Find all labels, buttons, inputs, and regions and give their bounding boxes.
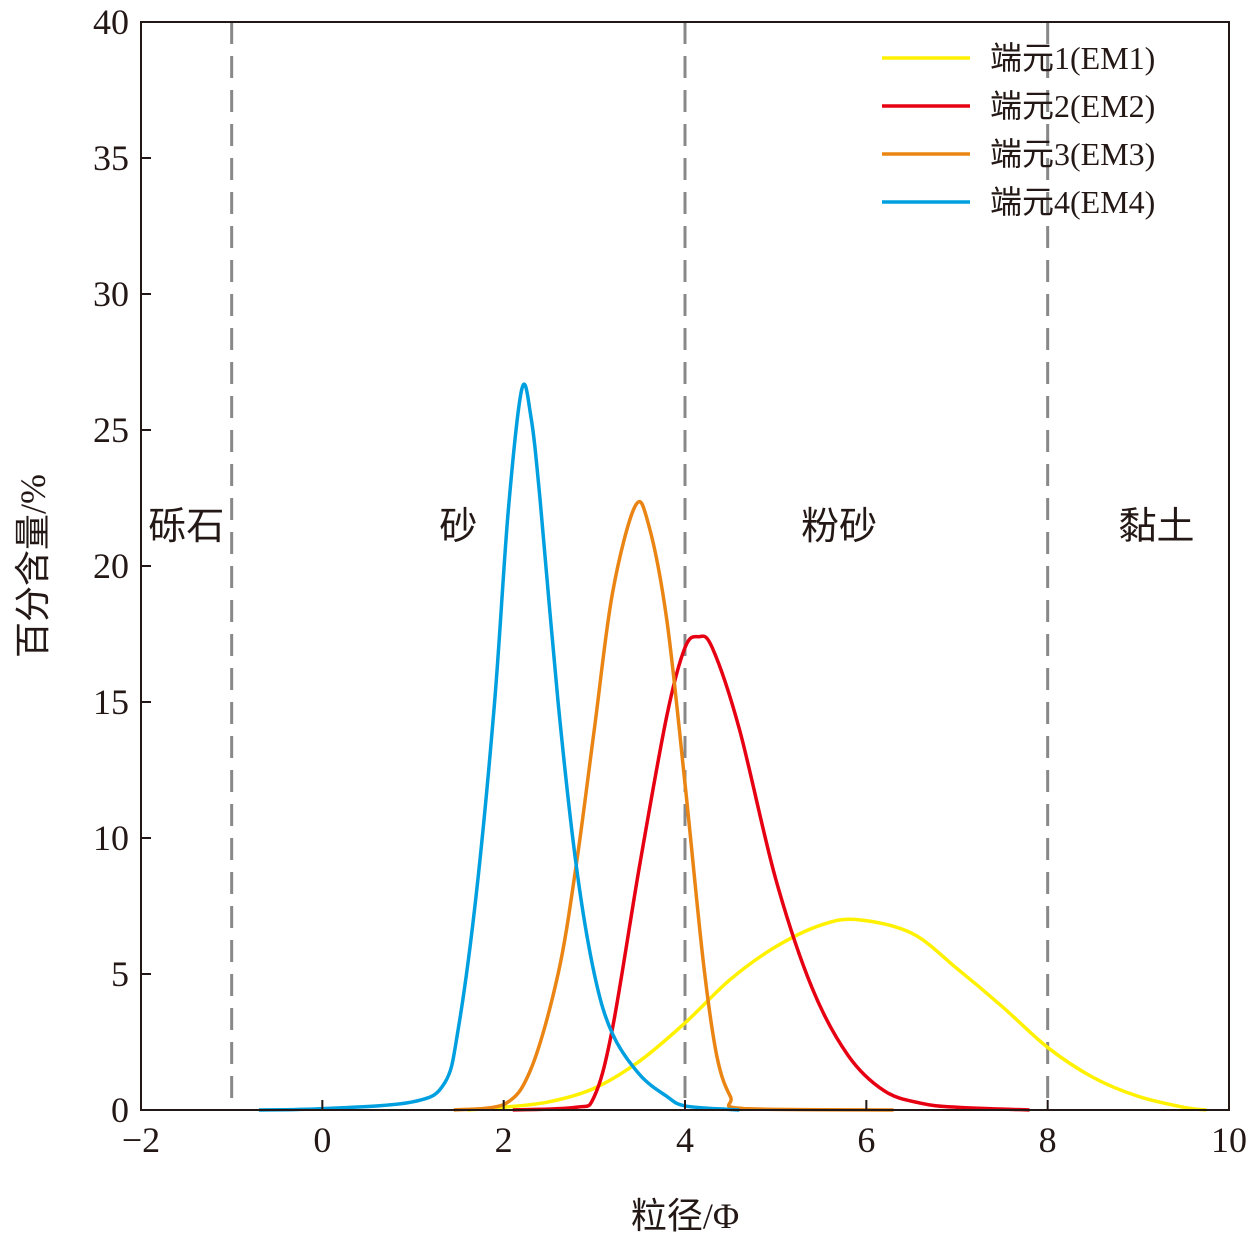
- y-tick-label: 40: [93, 2, 129, 42]
- x-tick-label: 4: [676, 1120, 694, 1160]
- y-tick-label: 30: [93, 274, 129, 314]
- y-tick-label: 35: [93, 138, 129, 178]
- x-axis-label: 粒径/Φ: [631, 1196, 739, 1236]
- y-tick-label: 15: [93, 682, 129, 722]
- legend-label-em2: 端元2(EM2): [990, 88, 1155, 124]
- y-axis-label: 百分含量/%: [13, 474, 53, 658]
- zone-label: 砂: [439, 506, 477, 548]
- y-tick-label: 5: [111, 954, 129, 994]
- x-tick-label: 8: [1039, 1120, 1057, 1160]
- series-line-em4: [258, 382, 740, 1112]
- zone-label: 粉砂: [801, 506, 877, 548]
- legend-label-em4: 端元4(EM4): [990, 184, 1155, 220]
- series-line-em1: [467, 917, 1207, 1112]
- y-tick-label: 10: [93, 818, 129, 858]
- series-line-em2: [512, 634, 1030, 1112]
- x-tick-label: 6: [857, 1120, 875, 1160]
- x-tick-label: 10: [1211, 1120, 1247, 1160]
- y-tick-label: 0: [111, 1090, 129, 1130]
- legend-label-em1: 端元1(EM1): [990, 40, 1155, 76]
- x-tick-label: −2: [122, 1120, 160, 1160]
- y-tick-label: 25: [93, 410, 129, 450]
- legend-label-em3: 端元3(EM3): [990, 136, 1155, 172]
- zone-label: 砾石: [148, 506, 224, 548]
- zone-label: 黏土: [1118, 506, 1194, 548]
- y-tick-label: 20: [93, 546, 129, 586]
- x-tick-label: 2: [495, 1120, 513, 1160]
- series-line-em3: [453, 499, 894, 1112]
- x-tick-label: 0: [313, 1120, 331, 1160]
- legend: 端元1(EM1) 端元2(EM2) 端元3(EM3) 端元4(EM4): [882, 40, 1155, 220]
